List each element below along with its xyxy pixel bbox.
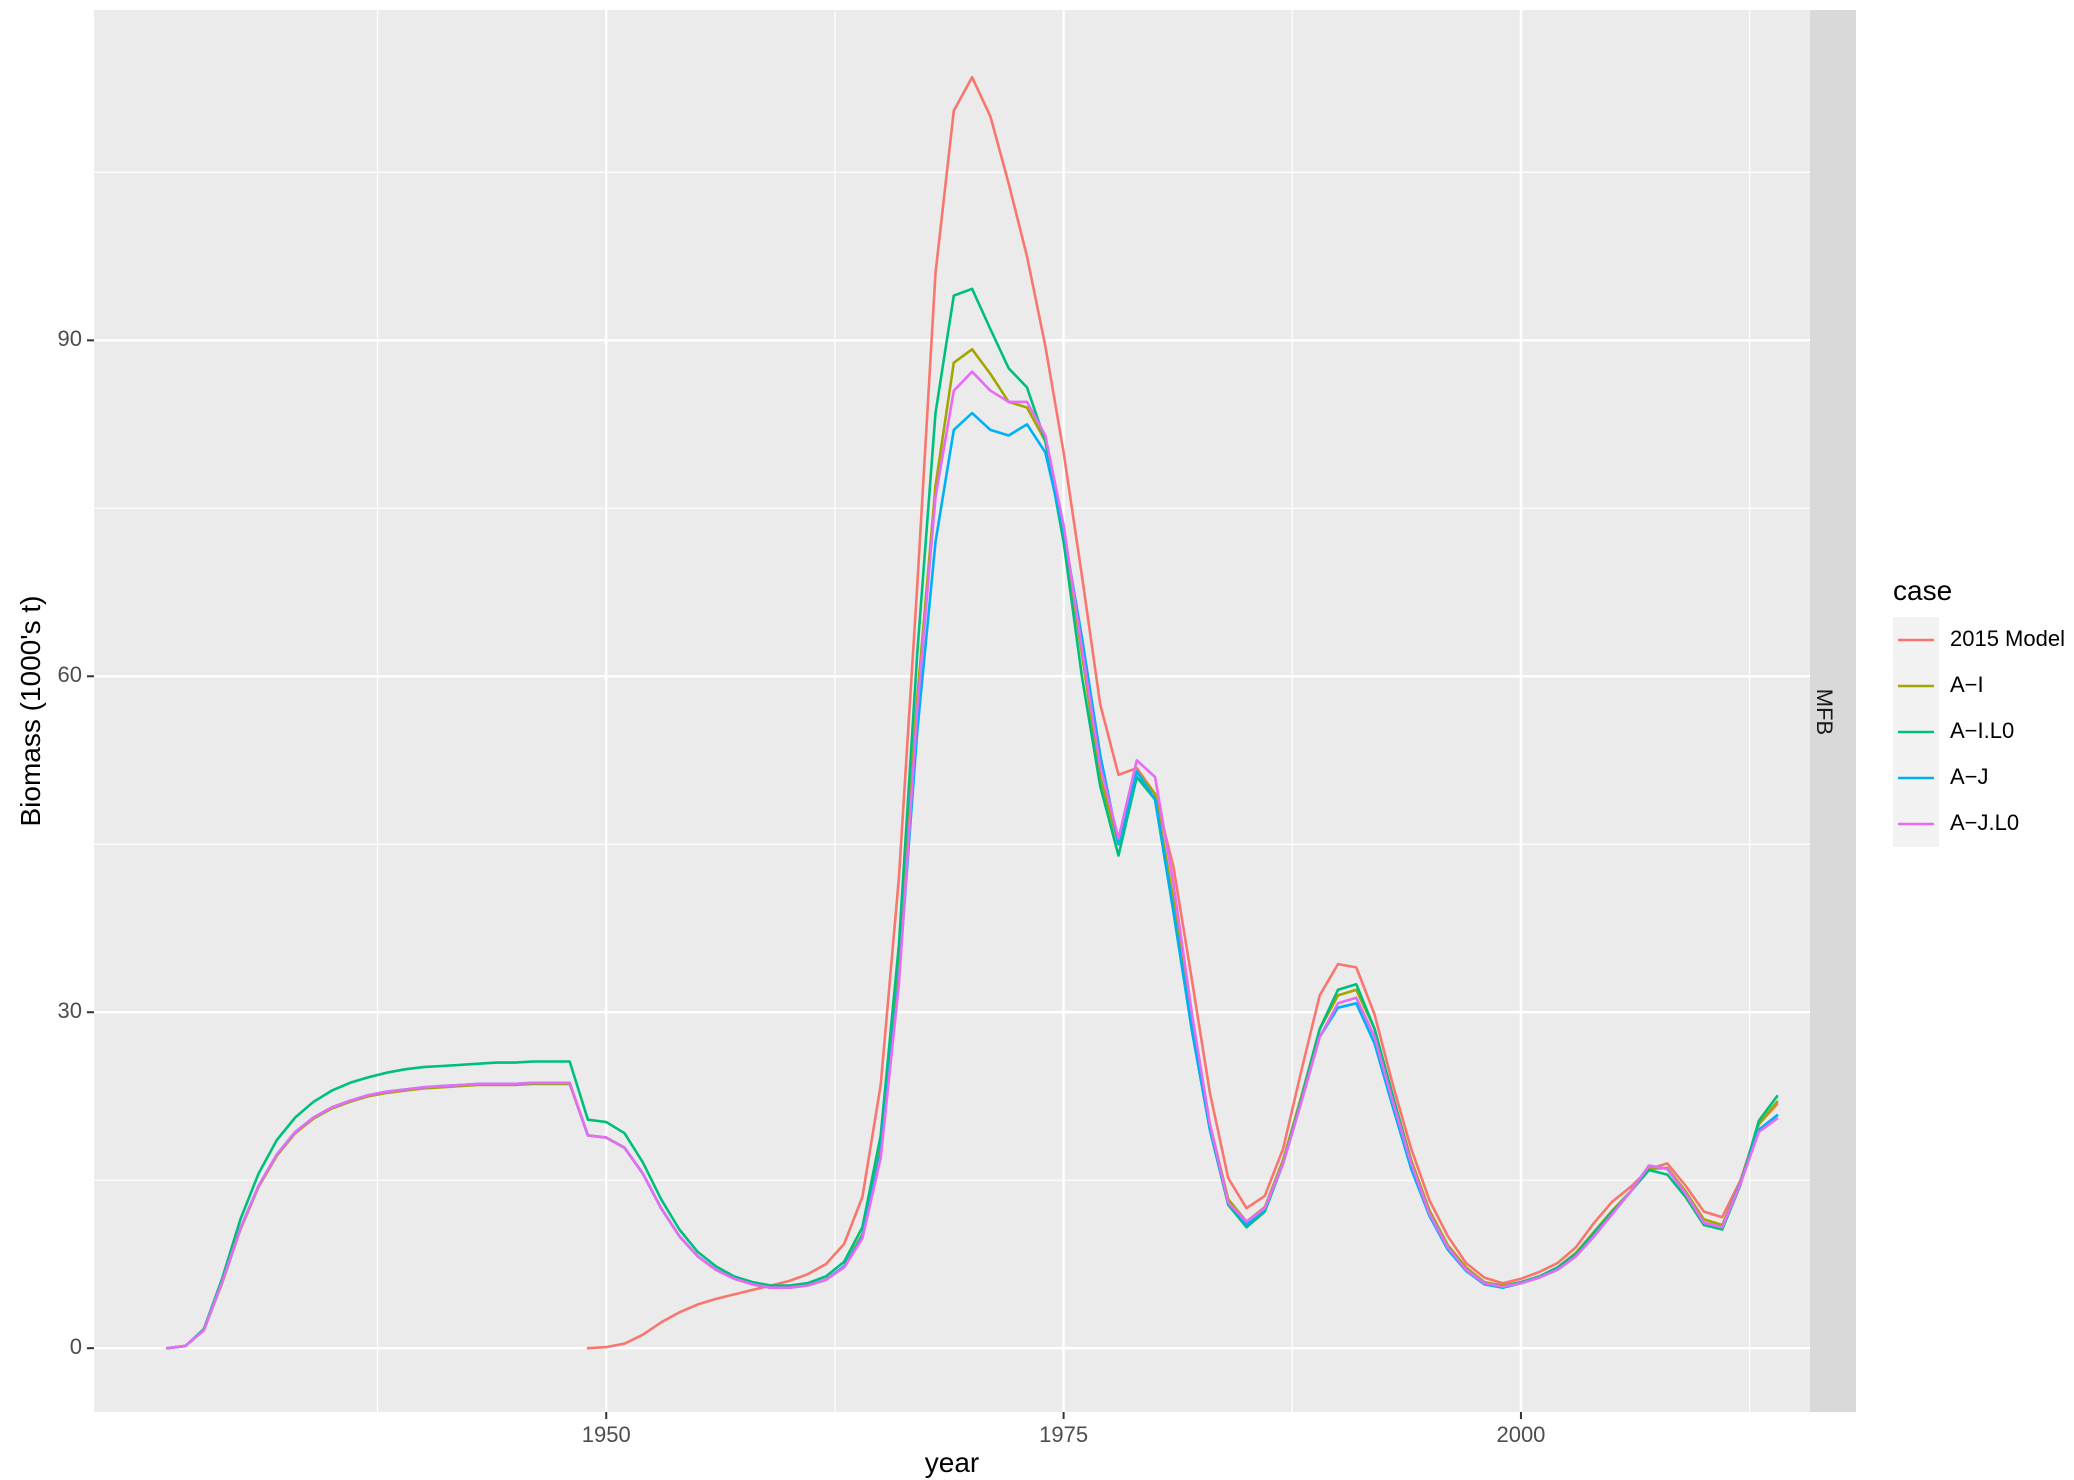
series-line-0 bbox=[586, 75, 1779, 1350]
legend-title: case bbox=[1893, 575, 1952, 606]
series-lines bbox=[165, 75, 1779, 1350]
legend-label: 2015 Model bbox=[1950, 626, 2065, 651]
x-tick-label: 2000 bbox=[1496, 1422, 1545, 1447]
legend-label: A−J bbox=[1950, 764, 1989, 789]
minor-gridlines bbox=[94, 10, 1810, 1412]
panel-background bbox=[94, 10, 1810, 1412]
facet-strip-label: MFB bbox=[1812, 689, 1837, 735]
legend-items: 2015 Model A−I A−I.L0 A−J A−J.L0 bbox=[1893, 617, 2065, 847]
y-axis-ticks: 0 30 60 90 bbox=[58, 326, 94, 1359]
x-tick-label: 1950 bbox=[582, 1422, 631, 1447]
y-tick-label: 90 bbox=[58, 326, 82, 351]
facet-strip bbox=[1810, 10, 1856, 1412]
x-axis-ticks: 1950 1975 2000 bbox=[582, 1412, 1545, 1447]
x-tick-label: 1975 bbox=[1039, 1422, 1088, 1447]
y-tick-label: 0 bbox=[70, 1334, 82, 1359]
major-gridlines bbox=[94, 10, 1810, 1412]
legend-label: A−I.L0 bbox=[1950, 718, 2014, 743]
y-tick-label: 60 bbox=[58, 662, 82, 687]
y-tick-label: 30 bbox=[58, 998, 82, 1023]
series-line-4 bbox=[165, 370, 1779, 1350]
y-axis-title: Biomass (1000's t) bbox=[15, 596, 46, 827]
legend-label: A−J.L0 bbox=[1950, 810, 2019, 835]
legend-label: A−I bbox=[1950, 672, 1984, 697]
legend: case 2015 Model A−I A−I.L0 A−J A−J.L0 bbox=[1893, 575, 2065, 847]
x-axis-title: year bbox=[925, 1447, 979, 1478]
